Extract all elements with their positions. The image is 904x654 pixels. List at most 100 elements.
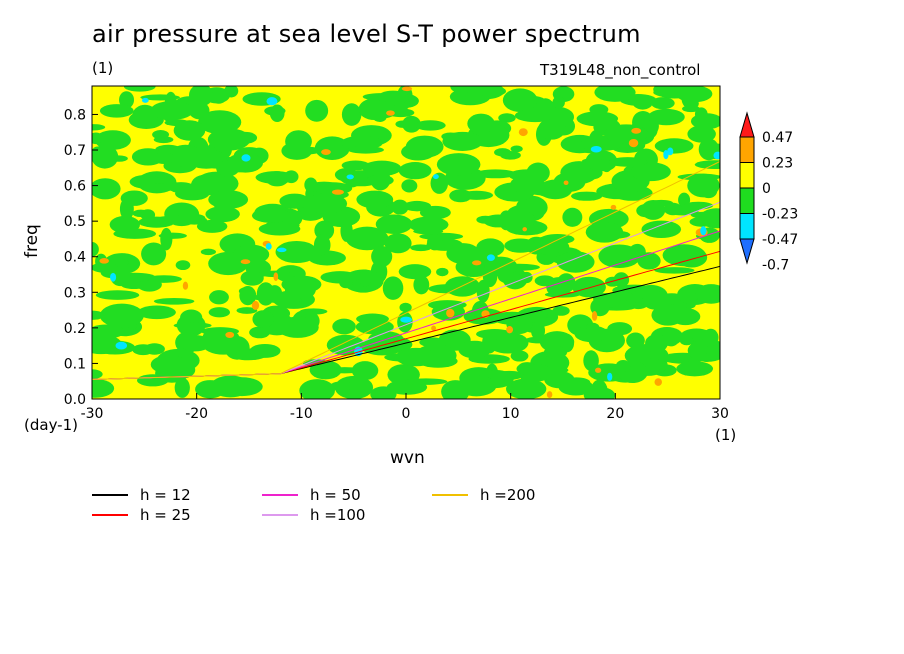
colorbar-label: 0.47	[762, 130, 793, 146]
legend-label: h =100	[310, 506, 366, 524]
field-spot	[400, 316, 412, 323]
field-patch	[694, 107, 708, 121]
field-patch	[476, 329, 514, 340]
field-patch	[604, 124, 649, 144]
field-spot	[563, 180, 569, 186]
field-spot	[99, 258, 109, 264]
field-spot	[115, 341, 128, 350]
field-patch	[142, 183, 181, 192]
field-patch	[224, 86, 239, 98]
field-spot	[667, 147, 674, 156]
field-patch	[586, 322, 600, 331]
field-patch	[574, 325, 609, 343]
field-patch	[654, 138, 694, 154]
field-patch	[387, 108, 415, 118]
legend-swatch	[262, 494, 298, 496]
field-patch	[583, 386, 616, 399]
field-patch	[543, 346, 568, 359]
field-patch	[137, 374, 169, 387]
field-patch	[458, 340, 492, 359]
y-unit: (day-1)	[24, 416, 78, 434]
field-patch	[571, 191, 603, 201]
field-patch	[95, 290, 140, 300]
field-patch	[467, 113, 495, 134]
field-patch	[410, 244, 432, 252]
field-patch	[180, 335, 211, 352]
field-patch	[320, 252, 344, 266]
field-spot	[446, 308, 455, 318]
field-patch	[446, 243, 481, 265]
legend-swatch	[432, 494, 468, 496]
colorbar: 0.47 0.23 0 -0.23 -0.47 -0.7	[739, 111, 798, 274]
field-patch	[626, 332, 645, 349]
field-patch	[404, 378, 448, 385]
field-patch	[538, 179, 573, 200]
field-patch	[236, 307, 258, 314]
field-spot	[700, 226, 707, 236]
field-spot	[110, 272, 117, 282]
field-patch	[525, 371, 547, 379]
field-patch	[510, 350, 529, 362]
field-patch	[92, 324, 125, 339]
y-tick-label: 0.7	[64, 143, 86, 159]
field-patch	[531, 321, 546, 341]
field-spot	[631, 127, 642, 134]
field-patch	[119, 91, 135, 109]
field-patch	[589, 104, 609, 115]
y-tick-label: 0.5	[64, 214, 86, 230]
field-patch	[632, 94, 653, 110]
colorbar-segment	[739, 136, 755, 163]
field-patch	[128, 273, 150, 281]
field-spot	[386, 110, 395, 116]
field-patch	[538, 118, 566, 140]
field-patch	[208, 190, 249, 209]
colorbar-segment	[739, 187, 755, 214]
field-patch	[345, 226, 389, 251]
field-patch	[341, 135, 383, 150]
colorbar-extend-max	[739, 111, 755, 138]
field-patch	[413, 275, 430, 295]
field-spot	[595, 367, 602, 373]
field-patch	[408, 216, 449, 233]
field-patch	[174, 377, 190, 398]
y-tick-label: 0.6	[64, 179, 86, 195]
legend-label: h = 50	[310, 486, 361, 504]
field-patch	[689, 216, 714, 227]
field-patch	[544, 371, 575, 389]
field-patch	[205, 206, 240, 223]
field-patch	[92, 242, 99, 257]
field-patch	[552, 305, 570, 316]
field-patch	[113, 228, 157, 239]
field-patch	[119, 197, 134, 221]
dispersion-curves	[92, 161, 720, 380]
colorbar-extend-min	[739, 238, 755, 265]
field-patch	[239, 286, 257, 306]
field-patch	[663, 202, 683, 216]
colorbar-segment	[739, 213, 755, 240]
field-patch	[556, 273, 576, 293]
field-patch	[366, 174, 394, 187]
field-patch	[92, 144, 119, 169]
field-patch	[506, 378, 547, 399]
field-patch	[536, 98, 555, 121]
field-patch	[92, 378, 115, 398]
field-patch	[251, 208, 292, 223]
field-spot	[713, 151, 720, 160]
field-patch	[694, 160, 720, 169]
field-spot	[241, 154, 251, 162]
field-spot	[182, 281, 189, 290]
field-spot	[590, 145, 602, 153]
y-tick-label: 0.1	[64, 356, 86, 372]
field-patch	[362, 160, 402, 176]
field-patch	[305, 99, 329, 122]
colorbar-label: 0	[762, 181, 771, 197]
field-patch	[216, 160, 240, 177]
field-patch	[190, 174, 218, 196]
field-spot	[610, 204, 617, 210]
experiment-label: T319L48_non_control	[540, 61, 701, 79]
legend-label: h =200	[480, 486, 536, 504]
field-patch	[534, 275, 556, 287]
field-patch	[210, 375, 251, 398]
colorbar-segment	[739, 162, 755, 189]
field-patch	[141, 242, 167, 266]
